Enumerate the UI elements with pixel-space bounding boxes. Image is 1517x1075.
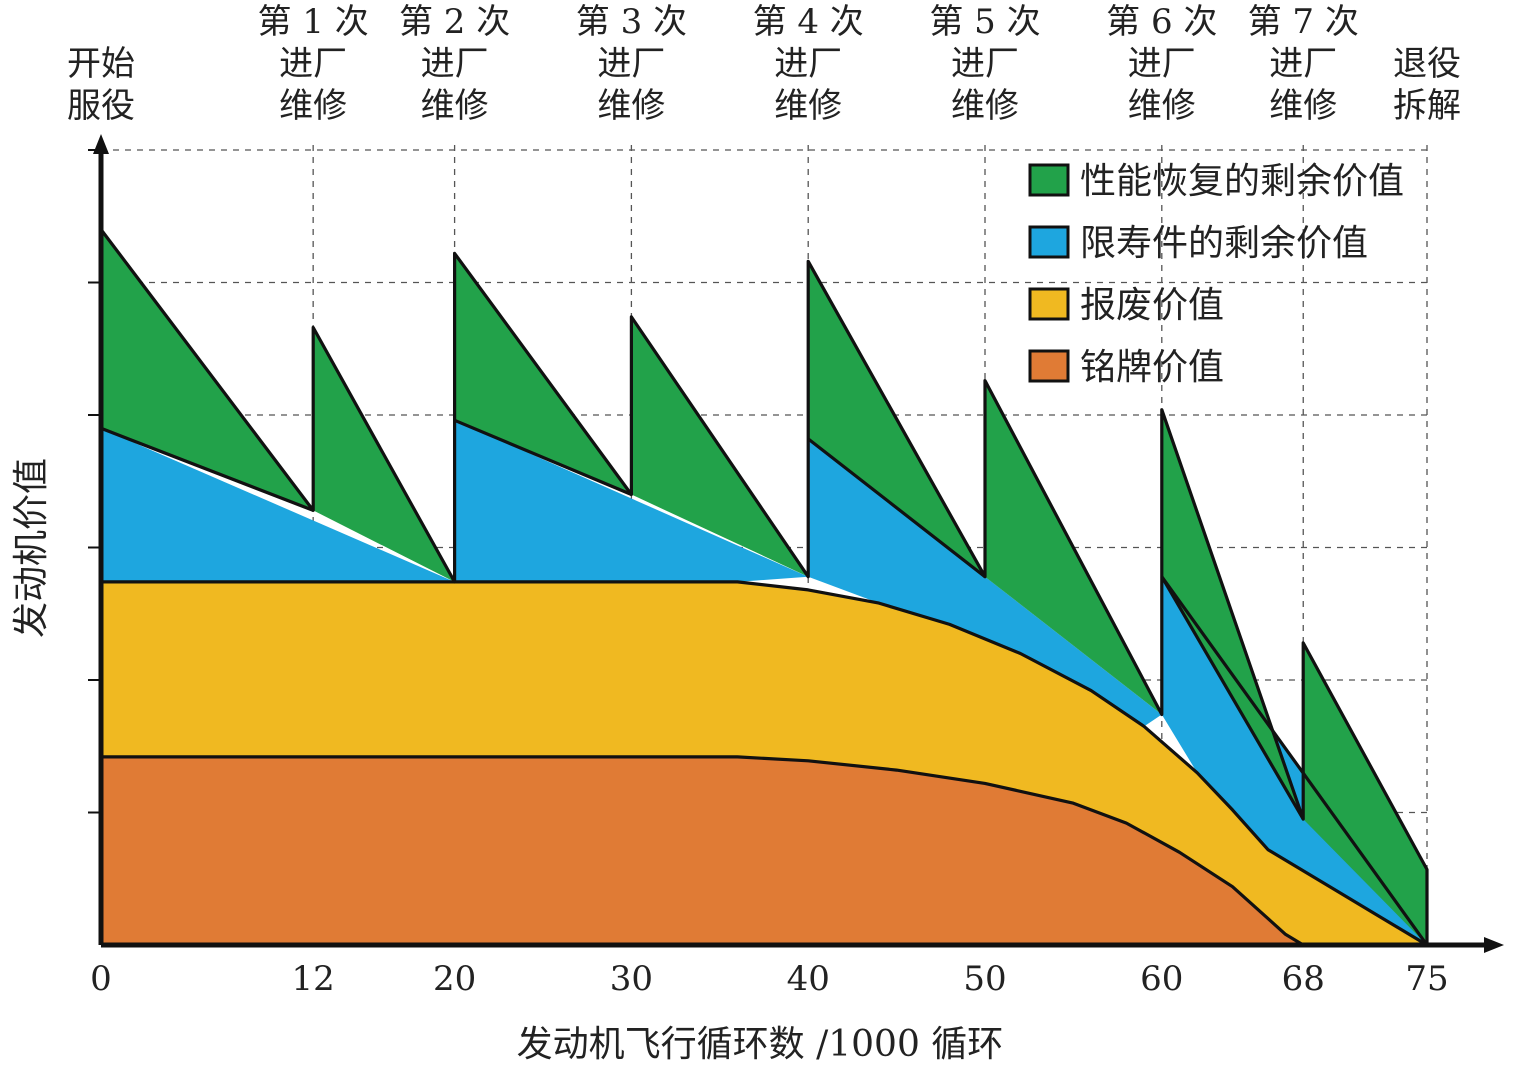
event-label-line: 第 2 次 bbox=[399, 2, 510, 42]
area-edge bbox=[99, 228, 1429, 945]
x-tick-label: 12 bbox=[292, 959, 335, 999]
event-label-line: 维修 bbox=[1128, 86, 1196, 126]
event-label-line: 维修 bbox=[951, 86, 1019, 126]
x-axis-arrow bbox=[1484, 937, 1504, 953]
area-edge bbox=[101, 755, 1305, 947]
event-label-line: 进厂 bbox=[951, 44, 1019, 84]
legend-swatch bbox=[1028, 225, 1070, 259]
legend-label: 铭牌价值 bbox=[1080, 347, 1224, 388]
area-edge bbox=[100, 426, 314, 512]
x-tick-labels: 0 12 20 30 40 50 60 68 75 bbox=[90, 959, 1448, 999]
event-label-line: 进厂 bbox=[279, 44, 347, 84]
event-label-line: 维修 bbox=[1269, 86, 1337, 126]
x-tick-label: 20 bbox=[433, 959, 476, 999]
x-tick-label: 0 bbox=[90, 959, 112, 999]
area-piece bbox=[454, 420, 809, 582]
event-label-line: 维修 bbox=[279, 86, 347, 126]
event-label-line: 维修 bbox=[421, 86, 489, 126]
event-label-line: 维修 bbox=[774, 86, 842, 126]
series-报废价值 bbox=[101, 581, 1427, 945]
event-label-line: 拆解 bbox=[1393, 86, 1461, 126]
area-piece bbox=[808, 438, 1162, 727]
area-piece bbox=[101, 428, 455, 582]
event-label-line: 进厂 bbox=[1269, 44, 1337, 84]
event-label-line: 维修 bbox=[597, 86, 665, 126]
area-edge bbox=[101, 580, 1428, 947]
area-edge bbox=[807, 437, 986, 578]
event-label-line: 退役 bbox=[1393, 44, 1461, 84]
legend-item: 限寿件的剩余价值 bbox=[1028, 223, 1368, 264]
series-铭牌价值 bbox=[101, 756, 1304, 945]
area-outlines bbox=[99, 228, 1429, 947]
x-tick-label: 68 bbox=[1282, 959, 1325, 999]
event-label-line: 开始 bbox=[67, 44, 135, 84]
event-label-line: 第 4 次 bbox=[753, 2, 864, 42]
event-label-line: 进厂 bbox=[1128, 44, 1196, 84]
legend-item: 铭牌价值 bbox=[1028, 347, 1224, 388]
legend-label: 限寿件的剩余价值 bbox=[1080, 223, 1368, 264]
event-label-line: 服役 bbox=[67, 86, 135, 126]
axes bbox=[88, 134, 1504, 953]
event-label-line: 第 7 次 bbox=[1248, 2, 1359, 42]
x-tick-label: 60 bbox=[1140, 959, 1183, 999]
x-tick-label: 75 bbox=[1405, 959, 1448, 999]
legend-swatch bbox=[1028, 163, 1070, 197]
area-series bbox=[101, 229, 1427, 945]
legend-label: 报废价值 bbox=[1080, 285, 1224, 326]
legend-item: 报废价值 bbox=[1028, 285, 1224, 326]
legend-swatch bbox=[1028, 349, 1070, 383]
area-piece bbox=[1303, 642, 1427, 945]
legend-item: 性能恢复的剩余价值 bbox=[1028, 161, 1404, 202]
event-label-line: 第 6 次 bbox=[1106, 2, 1217, 42]
legend-swatch bbox=[1028, 287, 1070, 321]
x-tick-label: 40 bbox=[787, 959, 830, 999]
x-tick-label: 50 bbox=[963, 959, 1006, 999]
event-label-line: 进厂 bbox=[597, 44, 665, 84]
y-axis-title: 发动机价值 bbox=[11, 458, 52, 638]
area-band bbox=[101, 581, 1427, 945]
area-edge bbox=[1160, 575, 1305, 820]
event-label-line: 进厂 bbox=[774, 44, 842, 84]
event-label-line: 第 3 次 bbox=[576, 2, 687, 42]
event-label-line: 第 1 次 bbox=[258, 2, 369, 42]
x-axis-title: 发动机飞行循环数 /1000 循环 bbox=[517, 1024, 1004, 1065]
x-tick-label: 30 bbox=[610, 959, 653, 999]
area-edge bbox=[1160, 575, 1429, 946]
area-band bbox=[101, 756, 1304, 945]
area-edge bbox=[453, 418, 633, 496]
event-label-line: 第 5 次 bbox=[929, 2, 1040, 42]
event-label-line: 进厂 bbox=[421, 44, 489, 84]
legend-label: 性能恢复的剩余价值 bbox=[1080, 161, 1404, 202]
